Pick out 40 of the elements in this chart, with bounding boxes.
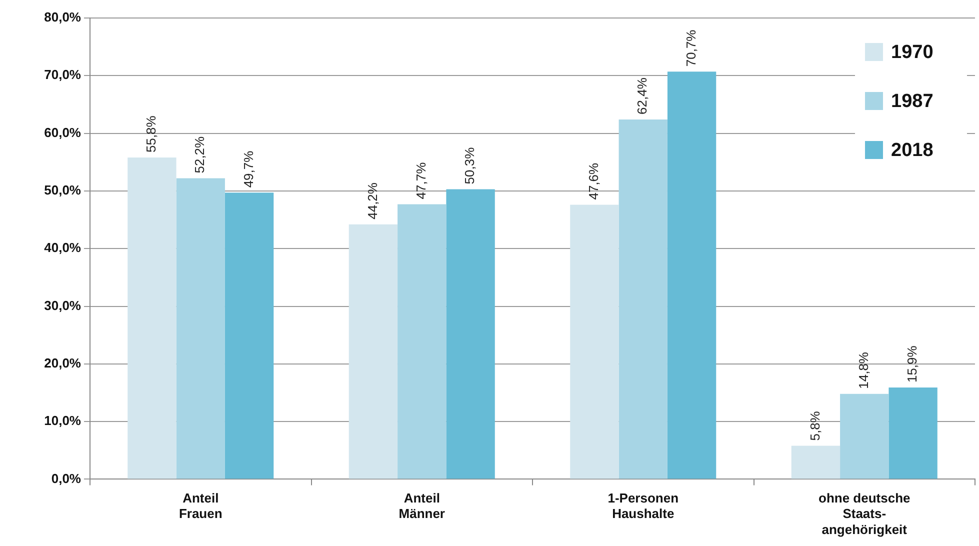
data-label: 47,6% <box>586 162 602 200</box>
y-tick-label: 0,0% <box>51 470 82 486</box>
bar <box>128 158 176 479</box>
data-label: 55,8% <box>144 115 159 153</box>
bar <box>840 394 889 479</box>
y-tick-label: 30,0% <box>44 298 82 313</box>
x-tick-label: 1-Personen Haushalte <box>608 490 679 522</box>
data-label: 44,2% <box>364 182 380 220</box>
data-label: 62,4% <box>634 77 650 114</box>
y-tick-label: 20,0% <box>44 355 82 370</box>
bar <box>224 192 274 479</box>
bar <box>618 119 668 479</box>
data-label: 47,7% <box>413 162 428 200</box>
y-tick-label: 80,0% <box>44 10 82 25</box>
legend-label: 2018 <box>891 140 934 162</box>
bar <box>570 204 619 479</box>
x-tick-label: Anteil Frauen <box>178 490 222 522</box>
bar <box>446 189 495 479</box>
bar <box>888 388 938 479</box>
data-label: 15,9% <box>904 345 920 383</box>
legend-label: 1970 <box>891 42 934 64</box>
bar <box>667 72 716 479</box>
legend-label: 1987 <box>891 91 934 112</box>
data-label: 5,8% <box>807 410 822 441</box>
data-label: 49,7% <box>240 150 256 188</box>
data-label: 52,2% <box>192 136 208 174</box>
y-tick-label: 50,0% <box>44 182 82 198</box>
y-tick-label: 40,0% <box>44 240 82 256</box>
y-tick-label: 10,0% <box>44 413 82 428</box>
bar <box>398 204 446 479</box>
bar <box>176 178 225 479</box>
data-label: 70,7% <box>683 29 698 67</box>
bar <box>348 224 398 479</box>
x-tick-label: Anteil Männer <box>398 490 445 522</box>
y-tick-label: 60,0% <box>44 124 82 140</box>
x-tick-label: ohne deutsche Staats- angehörigkeit <box>818 490 910 537</box>
y-tick-label: 70,0% <box>44 67 82 82</box>
data-label: 14,8% <box>856 352 871 389</box>
bar <box>791 446 840 479</box>
data-label: 50,3% <box>462 146 478 184</box>
